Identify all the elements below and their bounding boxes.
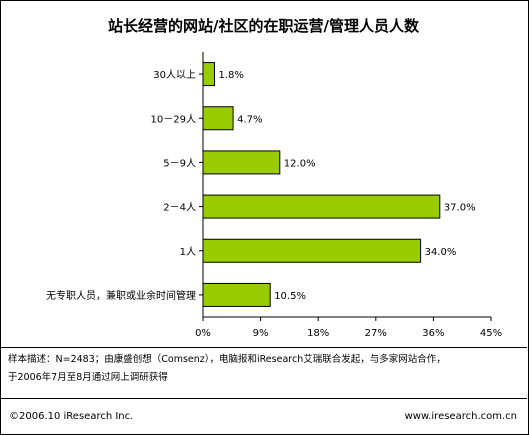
- site-url[interactable]: www.iresearch.com.cn: [404, 411, 517, 422]
- data-label: 12.0%: [284, 158, 316, 169]
- bar: [202, 282, 271, 307]
- data-label: 1.8%: [219, 70, 244, 81]
- copyright-text: ©2006.10 iResearch Inc.: [9, 411, 134, 422]
- bar: [202, 106, 234, 131]
- data-label: 34.0%: [425, 247, 457, 258]
- bar: [202, 194, 441, 219]
- bar: [202, 150, 281, 175]
- category-label: 10－29人: [151, 113, 196, 125]
- x-tick-label: 27%: [365, 328, 387, 339]
- x-tick-label: 9%: [253, 328, 269, 339]
- footer-divider: [0, 398, 527, 399]
- footnote-line: 样本描述：N=2483；由康盛创想（Comsenz），电脑报和iResearch…: [8, 354, 446, 365]
- category-label: 1人: [180, 246, 196, 258]
- category-label: 5－9人: [163, 157, 196, 169]
- x-tick-label: 36%: [422, 328, 444, 339]
- footnote: 样本描述：N=2483；由康盛创想（Comsenz），电脑报和iResearch…: [8, 351, 523, 387]
- category-label: 30人以上: [153, 69, 196, 81]
- data-label: 10.5%: [274, 291, 306, 302]
- x-tick-label: 18%: [307, 328, 329, 339]
- x-tick-label: 0%: [195, 328, 211, 339]
- x-tick-label: 45%: [480, 328, 502, 339]
- category-label: 无专职人员，兼职或业余时间管理: [46, 289, 196, 302]
- data-label: 37.0%: [444, 203, 476, 214]
- bar: [202, 238, 422, 263]
- footnote-divider: [0, 347, 527, 348]
- category-label: 2－4人: [163, 202, 196, 214]
- bar: [202, 62, 216, 87]
- chart-title: 站长经营的网站/社区的在职运营/管理人员人数: [108, 17, 419, 35]
- data-label: 4.7%: [237, 114, 262, 125]
- footnote-line: 于2006年7月至8月通过网上调研获得: [8, 372, 168, 383]
